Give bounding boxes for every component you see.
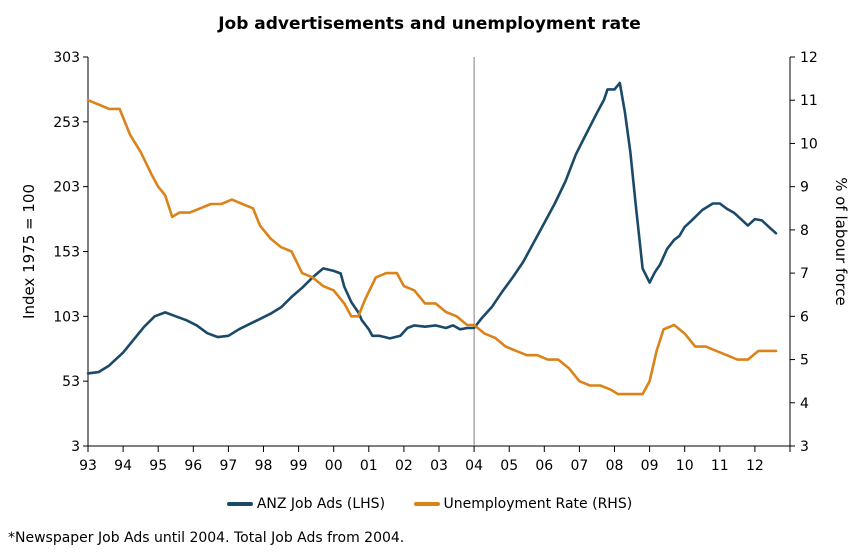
right-tick-label: 10 bbox=[800, 136, 818, 152]
x-tick-label: 10 bbox=[676, 458, 694, 474]
x-tick-label: 00 bbox=[325, 458, 343, 474]
x-tick-label: 95 bbox=[149, 458, 167, 474]
left-tick-label: 303 bbox=[53, 50, 80, 66]
left-tick-label: 253 bbox=[53, 115, 80, 131]
x-tick-label: 93 bbox=[79, 458, 97, 474]
legend-item-job-ads: ANZ Job Ads (LHS) bbox=[226, 496, 386, 512]
series-line-unemployment bbox=[86, 98, 778, 396]
x-tick-label: 08 bbox=[606, 458, 624, 474]
x-tick-label: 97 bbox=[219, 458, 237, 474]
chart-title: Job advertisements and unemployment rate bbox=[218, 14, 641, 34]
right-tick-label: 8 bbox=[800, 223, 809, 239]
right-tick-label: 5 bbox=[800, 353, 809, 369]
left-tick-label: 103 bbox=[53, 309, 80, 325]
right-tick-label: 12 bbox=[800, 50, 818, 66]
legend-item-unemployment: Unemployment Rate (RHS) bbox=[413, 496, 633, 512]
x-tick-label: 07 bbox=[570, 458, 588, 474]
series-line-job-ads bbox=[86, 81, 778, 375]
x-tick-label: 01 bbox=[360, 458, 378, 474]
right-axis-title: % of labour force bbox=[832, 177, 850, 306]
left-tick-label: 53 bbox=[62, 374, 80, 390]
x-tick-label: 12 bbox=[746, 458, 764, 474]
x-tick-label: 02 bbox=[395, 458, 413, 474]
legend: ANZ Job Ads (LHS) Unemployment Rate (RHS… bbox=[0, 494, 859, 512]
legend-label-job-ads: ANZ Job Ads (LHS) bbox=[256, 496, 386, 512]
x-tick-label: 03 bbox=[430, 458, 448, 474]
right-tick-label: 7 bbox=[800, 266, 809, 282]
right-tick-label: 4 bbox=[800, 396, 809, 412]
right-tick-label: 11 bbox=[800, 93, 818, 109]
x-tick-label: 06 bbox=[535, 458, 553, 474]
left-tick-label: 3 bbox=[71, 439, 80, 455]
left-tick-label: 153 bbox=[53, 245, 80, 261]
x-tick-label: 05 bbox=[500, 458, 518, 474]
legend-swatch-unemployment bbox=[413, 502, 440, 506]
x-tick-label: 98 bbox=[255, 458, 273, 474]
footnote: *Newspaper Job Ads until 2004. Total Job… bbox=[8, 530, 405, 546]
left-axis-title: Index 1975 = 100 bbox=[20, 184, 38, 319]
x-tick-label: 96 bbox=[184, 458, 202, 474]
right-tick-label: 6 bbox=[800, 309, 809, 325]
x-tick-label: 04 bbox=[465, 458, 483, 474]
left-tick-label: 203 bbox=[53, 180, 80, 196]
x-tick-label: 09 bbox=[641, 458, 659, 474]
legend-swatch-job-ads bbox=[226, 502, 253, 506]
x-tick-label: 94 bbox=[114, 458, 132, 474]
x-tick-label: 99 bbox=[290, 458, 308, 474]
right-tick-label: 9 bbox=[800, 180, 809, 196]
right-tick-label: 3 bbox=[800, 439, 809, 455]
legend-label-unemployment: Unemployment Rate (RHS) bbox=[443, 496, 633, 512]
x-tick-label: 11 bbox=[711, 458, 729, 474]
